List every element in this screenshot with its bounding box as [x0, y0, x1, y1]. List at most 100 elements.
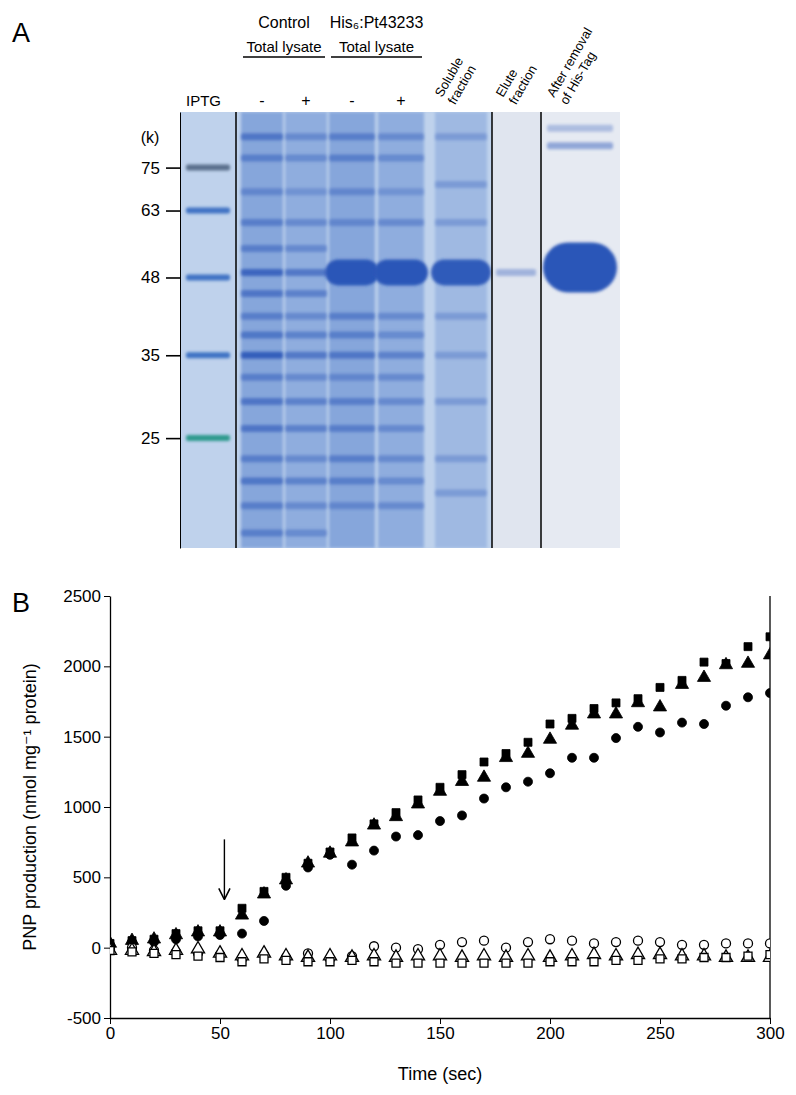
point — [719, 950, 732, 961]
point — [766, 951, 770, 959]
tick: 25 — [141, 429, 180, 448]
point — [345, 835, 358, 846]
point — [587, 707, 600, 718]
gel-band — [435, 398, 487, 405]
tick-mark — [104, 596, 110, 597]
gel-band — [329, 154, 375, 161]
tick: 1000 — [63, 798, 110, 817]
point — [480, 758, 488, 766]
gel-band — [547, 142, 613, 149]
tick: 200 — [536, 1018, 564, 1043]
group-title: His₆:Pt43233 — [330, 14, 424, 31]
tick-label: 500 — [73, 868, 101, 887]
axis-line — [110, 597, 111, 1019]
lane-smear — [285, 112, 327, 548]
plot-area — [110, 633, 770, 967]
point — [523, 777, 532, 786]
point — [367, 818, 380, 829]
point — [110, 946, 114, 954]
tick-mark — [166, 277, 180, 279]
tick: 0 — [92, 939, 110, 958]
gel-band — [285, 374, 327, 381]
gel-band — [543, 242, 617, 292]
gel-band — [329, 425, 375, 432]
gel-band — [241, 502, 283, 509]
point — [238, 958, 246, 966]
point — [259, 916, 268, 925]
gel-band — [378, 398, 424, 405]
gel-band — [378, 425, 424, 432]
row-label: IPTG — [186, 92, 221, 109]
gel-band — [329, 502, 375, 509]
gel-band — [241, 425, 283, 432]
point — [589, 753, 598, 762]
background — [0, 0, 796, 1095]
tick-label: 35 — [141, 346, 160, 365]
tick-mark — [166, 355, 180, 357]
point — [567, 936, 576, 945]
point — [413, 831, 422, 840]
point — [436, 959, 444, 967]
gel-band — [378, 455, 424, 462]
gel-marks — [186, 112, 617, 548]
point — [655, 938, 664, 947]
point — [458, 959, 466, 967]
point — [304, 958, 312, 966]
gel-band — [241, 455, 283, 462]
tick-label: -500 — [67, 1009, 101, 1028]
point — [477, 770, 490, 781]
series — [110, 941, 770, 961]
tick-label: 1000 — [63, 798, 101, 817]
point — [634, 956, 642, 964]
point — [391, 832, 400, 841]
point — [741, 656, 754, 667]
gel-band — [241, 219, 283, 226]
tick-label: 50 — [211, 1024, 230, 1043]
point — [257, 887, 270, 898]
point — [433, 949, 446, 960]
gel-band — [378, 219, 424, 226]
point — [369, 846, 378, 855]
gel-band — [547, 125, 613, 132]
title-line: fraction — [506, 63, 540, 107]
point — [411, 797, 424, 808]
x-axis: 050100150200250300 — [106, 1018, 785, 1043]
tick-label: 100 — [316, 1024, 344, 1043]
point — [521, 746, 534, 757]
point — [744, 952, 752, 960]
tick-mark — [104, 877, 110, 878]
point — [172, 951, 180, 959]
tick-label: 2000 — [63, 657, 101, 676]
gel-band — [378, 188, 424, 195]
gel-band — [285, 188, 327, 195]
gel-band — [241, 290, 283, 297]
gel-band — [285, 352, 327, 359]
gel-band — [285, 502, 327, 509]
point — [543, 732, 556, 743]
point — [282, 956, 290, 964]
gel-band — [241, 133, 283, 140]
gel-band — [329, 374, 375, 381]
tick: 250 — [646, 1018, 674, 1043]
point — [655, 728, 664, 737]
gel-band — [285, 425, 327, 432]
gel-band — [496, 269, 536, 276]
gel-background — [180, 112, 492, 548]
point — [193, 932, 202, 941]
tick: 500 — [73, 868, 110, 887]
underline — [243, 56, 325, 57]
gel-band — [329, 352, 375, 359]
gel-band — [241, 245, 283, 252]
point — [128, 948, 136, 956]
gel-band — [241, 374, 283, 381]
tick-label: 0 — [92, 939, 101, 958]
point — [326, 958, 334, 966]
gel-band — [329, 398, 375, 405]
point — [611, 734, 620, 743]
point — [479, 936, 488, 945]
point — [501, 783, 510, 792]
point — [392, 959, 400, 967]
tick-mark — [166, 438, 180, 440]
gel-background — [492, 112, 541, 548]
gel-band — [285, 313, 327, 320]
